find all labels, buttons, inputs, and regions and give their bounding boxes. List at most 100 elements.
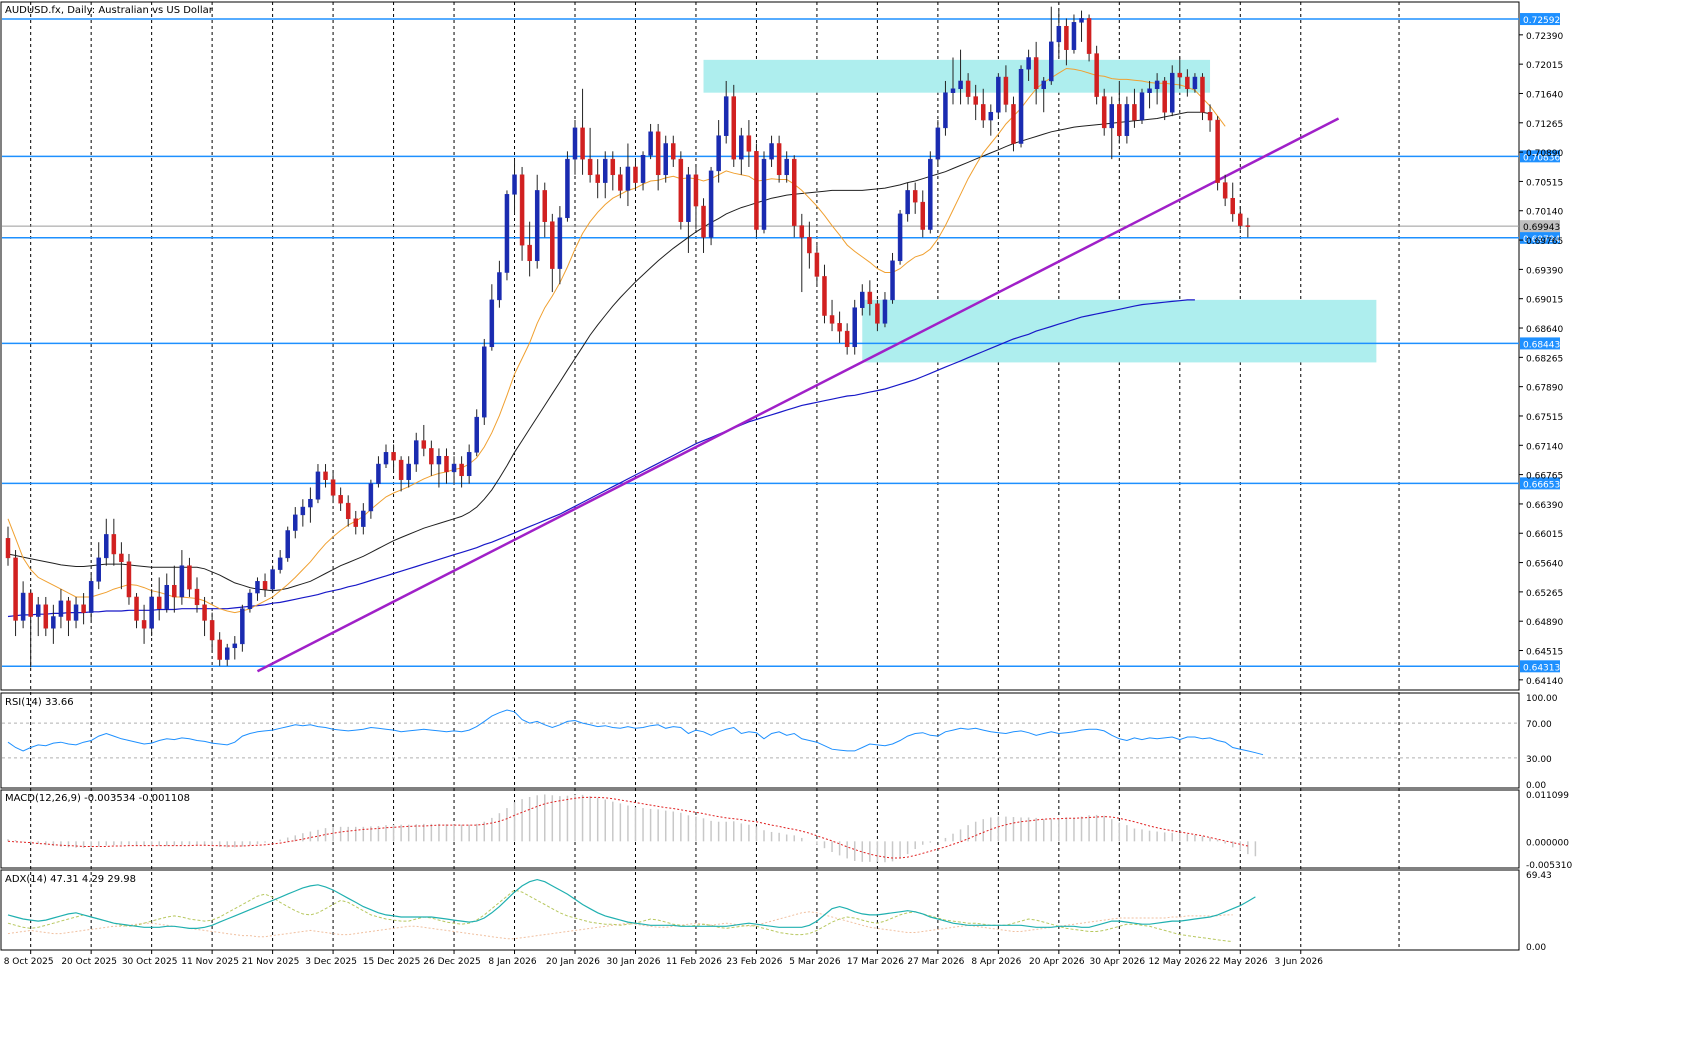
rsi-tick-label: 30.00 (1526, 755, 1552, 765)
date-tick-label: 5 Mar 2026 (789, 957, 841, 967)
candle-up (224, 647, 230, 660)
candle-up (565, 158, 570, 219)
candle-down (1222, 182, 1228, 199)
date-tick-label: 30 Jan 2026 (607, 957, 661, 967)
price-tick-label: 0.66015 (1526, 530, 1563, 540)
date-tick-label: 12 May 2026 (1148, 957, 1207, 967)
candle-down (807, 237, 812, 254)
candle-up (1026, 57, 1031, 70)
candle-up (383, 452, 389, 465)
candle-up (860, 291, 865, 308)
price-tick-label: 0.70515 (1526, 178, 1563, 188)
candle-down (323, 471, 328, 480)
candle-up (247, 592, 253, 609)
candle-down (875, 303, 880, 324)
candle-up (943, 92, 948, 129)
candle-down (1238, 213, 1243, 226)
candle-down (799, 225, 805, 238)
date-tick-label: 23 Feb 2026 (726, 957, 782, 967)
trendline-group[interactable] (256, 117, 1340, 673)
price-tick-label: 0.64890 (1526, 618, 1563, 628)
candle-up (285, 530, 290, 559)
candle-down (1101, 96, 1107, 129)
candle-down (912, 190, 918, 203)
price-tick-label: 0.66765 (1526, 472, 1563, 482)
candle-up (882, 299, 888, 324)
candle-up (270, 569, 275, 590)
candle-up (739, 135, 744, 160)
candle-up (648, 131, 653, 156)
candle-up (784, 158, 789, 176)
date-tick-label: 21 Nov 2025 (242, 957, 300, 967)
candle-down (671, 143, 676, 160)
candle-up (890, 260, 895, 301)
candle-down (421, 440, 427, 449)
candle-up (1139, 92, 1145, 121)
candle-up (1071, 22, 1077, 50)
candle-down (542, 190, 548, 222)
date-tick-label: 3 Jun 2026 (1275, 957, 1324, 967)
candle-up (179, 565, 185, 598)
candle-down (980, 104, 986, 121)
candle-down (187, 565, 192, 590)
candle-down (867, 291, 873, 305)
date-tick-label: 27 Mar 2026 (907, 957, 964, 967)
candle-up (406, 463, 411, 480)
candle-down (1064, 25, 1069, 50)
price-tick-label: 0.70140 (1526, 208, 1563, 218)
macd-label: MACD(12,26,9) -0.003534 -0.001108 (5, 793, 190, 804)
candle-up (852, 307, 857, 348)
candle-down (345, 502, 351, 520)
candle-down (209, 620, 215, 641)
candle-up (928, 158, 933, 230)
candle-down (262, 581, 268, 590)
level-tag (1520, 231, 1560, 244)
candle-up (640, 154, 646, 183)
candle-down (429, 448, 434, 465)
candle-up (557, 217, 563, 269)
price-tick-label: 0.65640 (1526, 560, 1563, 570)
candle-up (958, 80, 963, 90)
candle-up (1192, 76, 1198, 90)
candle-up (1147, 88, 1152, 93)
candle-up (96, 557, 101, 582)
macd-panel: 0.011099 0.000000 -0.005310 (7, 791, 1572, 871)
candle-up (232, 643, 238, 649)
candle-down (1245, 225, 1251, 227)
candle-up (534, 190, 540, 262)
adx-label: ADX(14) 47.31 4.29 29.98 (5, 874, 136, 885)
candle-up (572, 127, 578, 160)
level-tag (1520, 337, 1560, 350)
price-tick-label: 0.66390 (1526, 501, 1563, 511)
adx-panel: 69.43 0.00 (7, 871, 1552, 953)
panel-frame (0, 789, 1520, 869)
price-axis: 0.72390 0.72015 0.71640 0.71265 0.70890 0.705… (1519, 32, 1563, 687)
panel-frame (0, 1, 1520, 691)
candle-down (1177, 72, 1183, 78)
candle-up (1049, 41, 1054, 82)
candle-up (512, 174, 517, 195)
candle-down (156, 596, 162, 609)
candle-down (678, 158, 684, 222)
adx-tick-label: 0.00 (1526, 943, 1546, 953)
candle-down (202, 604, 207, 621)
price-tick-label: 0.67515 (1526, 413, 1563, 423)
macd-signal-line (7, 796, 1248, 859)
candle-up (716, 135, 721, 172)
candle-down (822, 276, 827, 316)
candle-up (1124, 104, 1130, 136)
candle-down (1215, 119, 1220, 183)
candle-up (602, 158, 608, 183)
candle-down (172, 584, 177, 598)
date-tick-label: 11 Nov 2025 (181, 957, 239, 967)
candle-up (104, 534, 109, 559)
zone-rect (703, 59, 1211, 93)
candle-down (701, 205, 706, 238)
candle-up (708, 170, 714, 238)
candle-up (466, 452, 472, 477)
candle-down (43, 604, 49, 629)
zone-rect (862, 299, 1377, 363)
date-tick-label: 26 Dec 2025 (423, 957, 481, 967)
